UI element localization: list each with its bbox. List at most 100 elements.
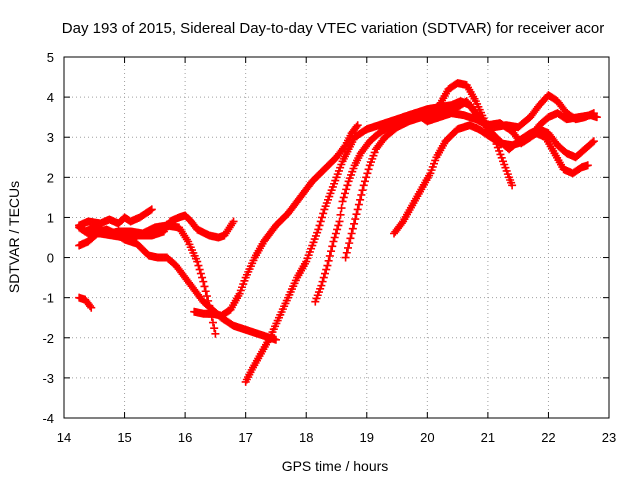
data-point [508, 181, 517, 190]
tick-marks [63, 56, 610, 419]
data-point [196, 269, 205, 278]
data-point [397, 219, 406, 228]
data-point [342, 248, 351, 257]
y-tick-label: -2 [42, 331, 54, 346]
x-tick-label: 21 [481, 430, 495, 445]
data-point [323, 261, 332, 270]
data-point [195, 265, 204, 274]
x-tick-label: 15 [117, 430, 131, 445]
data-point [327, 247, 336, 256]
y-tick-label: 2 [47, 170, 54, 185]
x-tick-label: 14 [57, 430, 71, 445]
data-point [589, 137, 598, 146]
data-point [328, 242, 337, 251]
data-point [204, 296, 213, 305]
x-tick-label: 22 [541, 430, 555, 445]
data-point [341, 253, 350, 262]
x-tick-label: 20 [420, 430, 434, 445]
data-point [358, 186, 367, 195]
data-point [324, 256, 333, 265]
data-point [592, 113, 601, 122]
data-point [325, 251, 334, 260]
data-point [337, 204, 346, 213]
chart-title: Day 193 of 2015, Sidereal Day-to-day VTE… [62, 20, 604, 37]
data-point [200, 282, 209, 291]
y-tick-label: -4 [42, 411, 54, 426]
data-point [364, 165, 373, 174]
data-point [344, 243, 353, 252]
data-point [351, 215, 360, 224]
data-point [322, 265, 331, 274]
data-point [333, 225, 342, 234]
x-tick-label: 16 [178, 430, 192, 445]
data-point [354, 200, 363, 209]
data-point [314, 225, 323, 234]
data-point [271, 335, 280, 344]
data-point [588, 138, 597, 147]
y-tick-label: -1 [42, 291, 54, 306]
data-point [350, 219, 359, 228]
data-point [229, 217, 238, 226]
data-point [202, 292, 211, 301]
data-point [359, 181, 368, 190]
data-point [346, 234, 355, 243]
x-tick-label: 17 [238, 430, 252, 445]
data-point [356, 195, 365, 204]
data-point [87, 303, 96, 312]
x-tick-label: 23 [602, 430, 616, 445]
data-point [338, 197, 347, 206]
data-point [360, 177, 369, 186]
data-point [318, 277, 327, 286]
data-point [343, 181, 352, 190]
data-point [348, 224, 357, 233]
data-point [345, 239, 354, 248]
data-point [198, 273, 207, 282]
data-point [316, 217, 325, 226]
x-tick-label: 19 [360, 430, 374, 445]
data-point [339, 193, 348, 202]
data-point [583, 161, 592, 170]
data-point [336, 210, 345, 219]
data-point [342, 185, 351, 194]
data-point [352, 122, 361, 131]
data-point [317, 281, 326, 290]
data-point [320, 269, 329, 278]
x-tick-label: 18 [299, 430, 313, 445]
data-point [315, 221, 324, 230]
series-arc-e [75, 293, 96, 312]
x-tick-labels: 14 15 16 17 18 19 20 21 22 23 [57, 430, 616, 445]
data-point [211, 329, 220, 338]
y-tick-label: 5 [47, 50, 54, 65]
data-point [331, 229, 340, 238]
data-point [353, 205, 362, 214]
data-series [75, 79, 601, 386]
data-point [334, 221, 343, 230]
data-point [208, 318, 217, 327]
y-tick-label: 0 [47, 251, 54, 266]
data-point [194, 261, 203, 270]
data-point [335, 217, 344, 226]
data-point [363, 169, 372, 178]
data-point [199, 277, 208, 286]
y-axis-title: SDTVAR / TECUs [6, 181, 22, 293]
data-point [193, 257, 202, 266]
data-point [353, 121, 362, 130]
series-arc-f [190, 121, 362, 320]
y-tick-label: 1 [47, 210, 54, 225]
data-point [340, 189, 349, 198]
data-point [352, 210, 361, 219]
data-point [201, 287, 210, 296]
y-tick-label: 4 [47, 90, 54, 105]
data-point [330, 233, 339, 242]
x-axis-title: GPS time / hours [282, 458, 389, 474]
data-point [86, 302, 95, 311]
data-point [210, 324, 219, 333]
plot-frame [63, 56, 610, 419]
data-point [319, 273, 328, 282]
data-point [205, 301, 214, 310]
data-point [317, 213, 326, 222]
y-tick-labels: -4 -3 -2 -1 0 1 2 3 4 5 [42, 50, 54, 426]
y-tick-label: -3 [42, 371, 54, 386]
data-point [362, 173, 371, 182]
